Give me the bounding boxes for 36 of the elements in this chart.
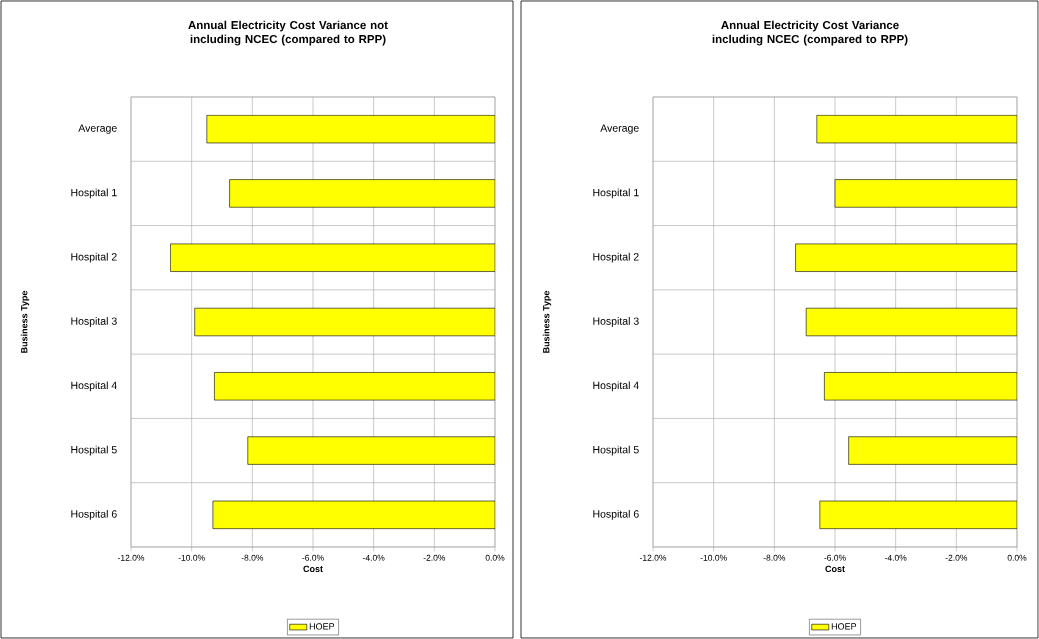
y-tick-label: Hospital 1 — [71, 188, 117, 199]
y-tick-label: Hospital 6 — [593, 509, 639, 520]
x-tick-label: -10.0% — [700, 554, 727, 561]
x-tick-label: -2.0% — [945, 554, 968, 561]
x-tick-label: -6.0% — [302, 554, 324, 561]
x-axis-title: Cost — [825, 565, 845, 573]
y-tick-label: Hospital 4 — [593, 381, 639, 392]
chart-title: Annual Electricity Cost Variance not including NCEC (compared to RPP) — [188, 20, 388, 46]
x-tick-label: -4.0% — [362, 554, 385, 561]
x-tick-label: -4.0% — [884, 554, 907, 561]
y-tick-label: Average — [600, 124, 639, 134]
chart-title: Annual Electricity Cost Variance including NCEC (compared to RPP) — [712, 20, 908, 46]
x-tick-label: 0.0% — [1007, 554, 1027, 561]
y-tick-label: Hospital 5 — [71, 445, 117, 456]
y-tick-label: Hospital 1 — [593, 188, 639, 199]
x-tick-label: -12.0% — [117, 554, 145, 561]
legend-label: HOEP — [309, 623, 335, 630]
legend-label: HOEP — [831, 623, 857, 630]
y-tick-label: Hospital 6 — [71, 509, 117, 520]
y-tick-label: Hospital 2 — [593, 252, 639, 263]
x-tick-label: -6.0% — [824, 554, 846, 561]
y-tick-label: Hospital 3 — [593, 317, 639, 327]
x-tick-label: -10.0% — [178, 554, 205, 561]
x-tick-label: 0.0% — [485, 554, 505, 561]
y-tick-label: Hospital 4 — [71, 381, 117, 392]
x-axis-title: Cost — [303, 565, 323, 573]
y-tick-label: Hospital 2 — [71, 252, 117, 263]
y-tick-label: Hospital 5 — [593, 445, 639, 456]
y-tick-label: Hospital 3 — [71, 317, 117, 327]
y-tick-label: Average — [78, 124, 117, 134]
x-tick-label: -2.0% — [423, 554, 446, 561]
x-tick-label: -12.0% — [639, 554, 667, 561]
x-tick-label: -8.0% — [763, 554, 786, 561]
y-axis-title: Business Type — [20, 290, 30, 353]
y-axis-title: Business Type — [542, 290, 552, 353]
x-tick-label: -8.0% — [241, 554, 264, 561]
